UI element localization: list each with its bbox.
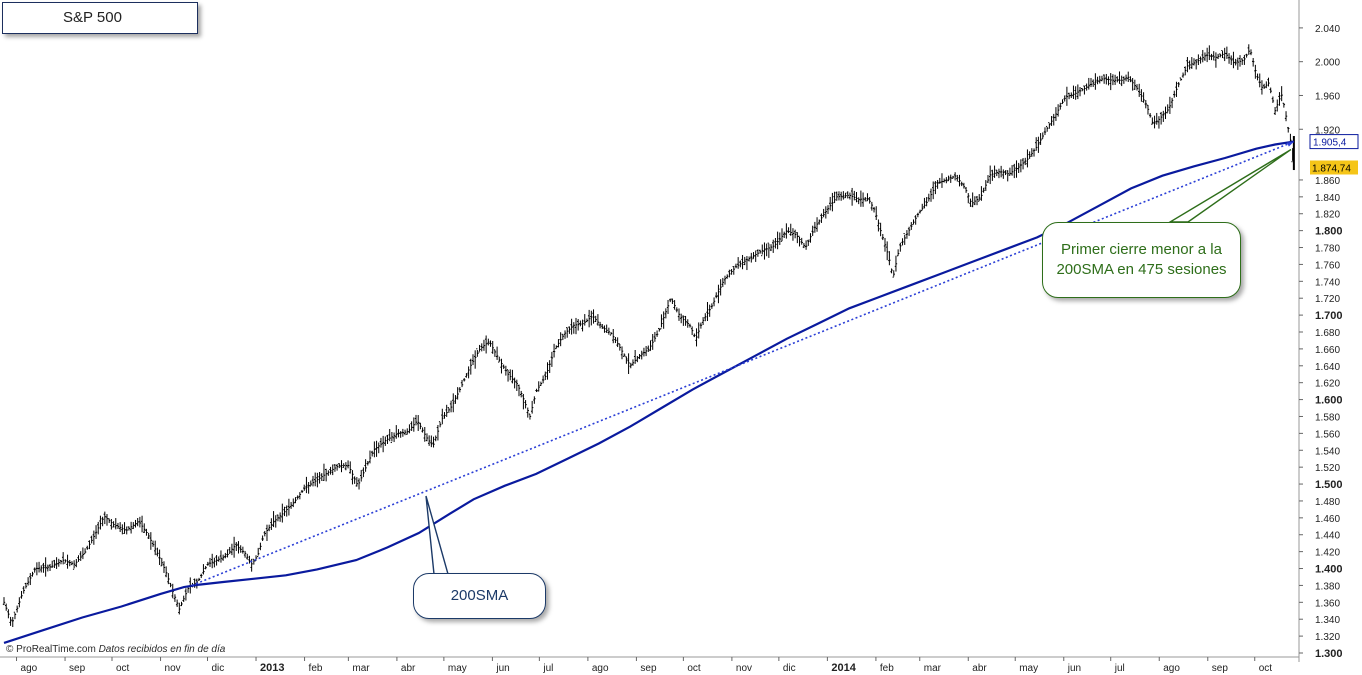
x-tick-label: feb <box>309 663 323 674</box>
y-tick-label: 1.960 <box>1315 91 1340 102</box>
x-tick-label: mar <box>352 663 370 674</box>
y-axis: 1.300 1.320 1.340 1.360 1.380 1.400 1.420 1.440… <box>1298 0 1343 662</box>
y-tick-label: 1.640 <box>1315 362 1340 373</box>
x-tick-label: may <box>1019 663 1038 674</box>
y-tick-label: 1.440 <box>1315 531 1340 542</box>
y-tick-label: 1.820 <box>1315 210 1340 221</box>
y-tick-label: 1.840 <box>1315 193 1340 204</box>
trendline-arrowhead <box>1286 141 1294 147</box>
x-tick-label: sep <box>1212 663 1229 674</box>
y-tick-label: 1.540 <box>1315 446 1340 457</box>
y-tick-label: 1.480 <box>1315 497 1340 508</box>
y-tick-label: 1.400 <box>1315 564 1343 576</box>
sma-value-label: 1.905,4 <box>1313 138 1347 149</box>
y-tick-label: 1.740 <box>1315 277 1340 288</box>
x-tick-label: sep <box>640 663 657 674</box>
x-tick-label: 2013 <box>260 662 284 674</box>
y-tick-label: 1.320 <box>1315 632 1340 643</box>
source-label: © ProRealTime.com <box>6 644 96 655</box>
first-close-annotation-pointer <box>1167 148 1292 223</box>
first-close-annotation-text: Primer cierre menor a la 200SMA en 475 s… <box>1056 241 1227 278</box>
x-tick-label: oct <box>1259 663 1273 674</box>
y-tick-label: 1.560 <box>1315 429 1340 440</box>
sma-annotation-pointer <box>425 495 449 575</box>
x-tick-label: nov <box>736 663 752 674</box>
y-tick-label: 1.420 <box>1315 548 1340 559</box>
x-tick-label: ago <box>21 663 38 674</box>
y-tick-label: 1.660 <box>1315 345 1340 356</box>
y-tick-label: 1.360 <box>1315 598 1340 609</box>
sma-line <box>3 140 1295 644</box>
x-tick-label: ago <box>592 663 609 674</box>
x-tick-label: abr <box>401 663 416 674</box>
x-tick-label: abr <box>972 663 987 674</box>
y-tick-label: 1.340 <box>1315 615 1340 626</box>
y-tick-label: 1.700 <box>1315 310 1343 322</box>
y-tick-label: 1.800 <box>1315 226 1343 238</box>
y-tick-label: 1.620 <box>1315 379 1340 390</box>
x-tick-label: jun <box>1067 663 1081 674</box>
sma-annotation: 200SMA <box>413 573 546 619</box>
y-tick-label: 1.600 <box>1315 395 1343 407</box>
chart-title: S&P 500 <box>2 2 198 34</box>
x-tick-label: jul <box>542 663 553 674</box>
y-tick-label: 1.580 <box>1315 412 1340 423</box>
y-tick-label: 1.760 <box>1315 260 1340 271</box>
trendline-dotted <box>191 140 1295 587</box>
x-tick-label: mar <box>924 663 942 674</box>
sma-value-badge <box>1309 134 1359 150</box>
first-close-annotation: Primer cierre menor a la 200SMA en 475 s… <box>1042 222 1241 298</box>
x-tick-label: sep <box>69 663 86 674</box>
data-note: Datos recibidos en fin de día <box>98 644 226 655</box>
y-tick-label: 2.000 <box>1315 58 1340 69</box>
last-price-badge <box>1310 160 1358 175</box>
x-tick-label: jun <box>495 663 509 674</box>
x-tick-label: dic <box>211 663 224 674</box>
y-tick-label: 2.040 <box>1315 24 1340 35</box>
x-tick-label: dic <box>783 663 796 674</box>
x-tick-label: jul <box>1114 663 1125 674</box>
data-source-footer: © ProRealTime.com Datos recibidos en fin… <box>6 644 225 655</box>
plot-area <box>2 44 1295 644</box>
x-tick-label: oct <box>687 663 701 674</box>
y-tick-label: 1.920 <box>1315 125 1340 136</box>
y-tick-label: 1.680 <box>1315 328 1340 339</box>
y-tick-label: 1.520 <box>1315 463 1340 474</box>
x-tick-label: oct <box>116 663 130 674</box>
x-tick-label: 2014 <box>831 662 856 674</box>
x-axis: ago sep oct nov dic 2013 feb mar abr may jun jul ago… <box>0 656 1299 674</box>
annotation-pointers <box>425 148 1292 575</box>
x-tick-label: feb <box>880 663 894 674</box>
last-price-label: 1.874,74 <box>1312 163 1351 174</box>
y-tick-label: 1.780 <box>1315 244 1340 255</box>
y-tick-label: 1.500 <box>1315 479 1343 491</box>
y-tick-label: 1.720 <box>1315 294 1340 305</box>
x-tick-label: nov <box>165 663 181 674</box>
y-tick-label: 1.380 <box>1315 581 1340 592</box>
x-tick-label: may <box>448 663 467 674</box>
x-tick-label: ago <box>1163 663 1180 674</box>
price-badges: 1.905,4 1.874,74 <box>1309 134 1359 175</box>
y-tick-label: 1.860 <box>1315 176 1340 187</box>
y-tick-label: 1.460 <box>1315 514 1340 525</box>
y-tick-label: 1.300 <box>1315 648 1343 660</box>
